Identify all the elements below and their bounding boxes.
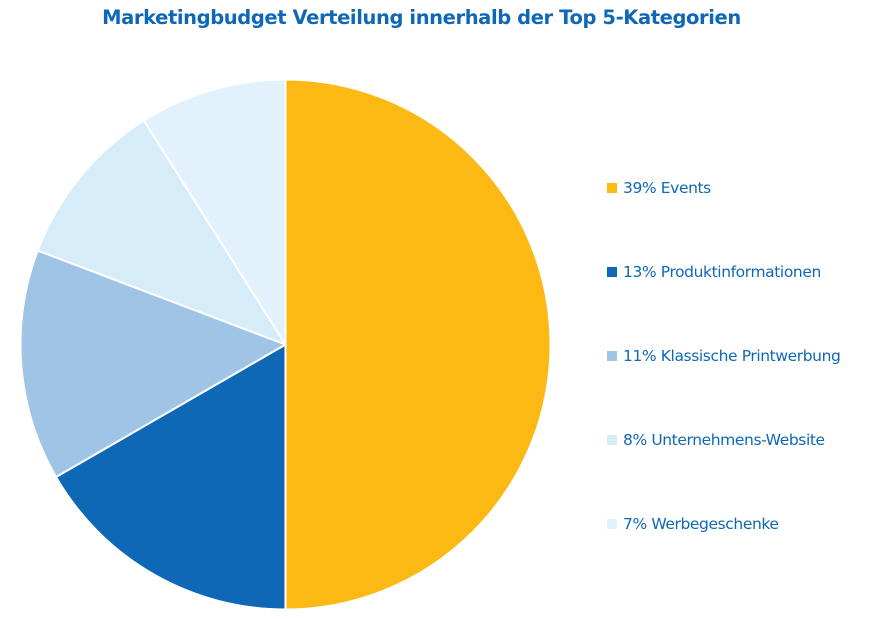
legend-label-printwerbung: 11% Klassische Printwerbung — [623, 347, 841, 365]
legend-item-website: 8% Unternehmens-Website — [607, 431, 825, 449]
legend-swatch-printwerbung — [607, 351, 617, 361]
legend-item-events: 39% Events — [607, 179, 711, 197]
legend-item-printwerbung: 11% Klassische Printwerbung — [607, 347, 841, 365]
legend-swatch-website — [607, 435, 617, 445]
pie-slice-klassische-printwerbung — [19, 249, 287, 478]
pie-slice-events — [284, 78, 552, 611]
legend-label-werbegeschenke: 7% Werbegeschenke — [623, 515, 779, 533]
legend-item-produktinformationen: 13% Produktinformationen — [607, 263, 821, 281]
legend-label-events: 39% Events — [623, 179, 711, 197]
legend-item-werbegeschenke: 7% Werbegeschenke — [607, 515, 779, 533]
legend-label-produktinformationen: 13% Produktinformationen — [623, 263, 821, 281]
pie-slice-unternehmens-website — [36, 119, 287, 346]
pie-slice-werbegeschenke — [142, 78, 287, 346]
chart-title: Marketingbudget Verteilung innerhalb der… — [102, 6, 741, 29]
legend-swatch-werbegeschenke — [607, 519, 617, 529]
legend-swatch-produktinformationen — [607, 267, 617, 277]
legend-swatch-events — [607, 183, 617, 193]
pie-slice-produktinformationen — [55, 343, 287, 611]
legend-label-website: 8% Unternehmens-Website — [623, 431, 825, 449]
